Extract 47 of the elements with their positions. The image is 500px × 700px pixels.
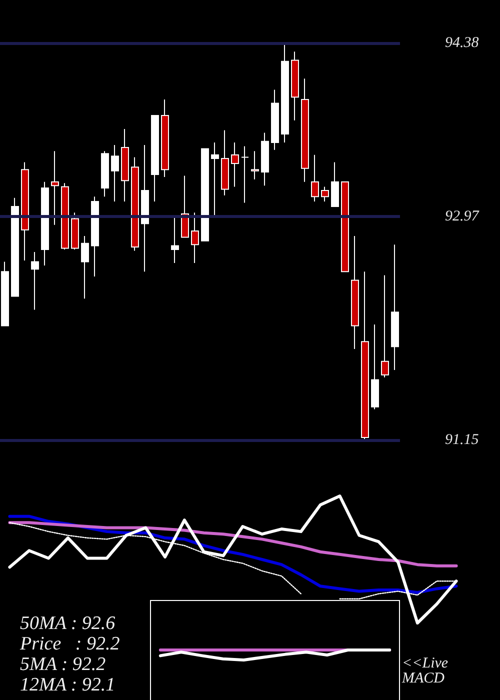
candlestick	[251, 150, 259, 180]
candlestick	[161, 99, 169, 178]
candlestick	[141, 144, 149, 272]
candlestick	[201, 148, 209, 242]
candlestick	[91, 196, 99, 278]
candlestick	[71, 212, 79, 250]
candlestick	[231, 142, 239, 188]
candlestick	[111, 144, 119, 202]
candlestick	[11, 197, 19, 297]
y-tick-label: 92.97	[445, 208, 480, 224]
candlestick	[31, 251, 39, 310]
candlestick	[281, 42, 289, 144]
candlestick	[221, 130, 229, 196]
candlestick	[321, 186, 329, 202]
candlestick	[61, 182, 69, 250]
candlestick	[341, 181, 349, 272]
text: 5MA : 92.2	[20, 654, 106, 675]
y-tick-label: 91.15	[445, 432, 480, 448]
candlestick	[371, 324, 379, 410]
candlestick	[391, 244, 399, 370]
candlestick	[131, 156, 139, 252]
text: Price : 92.2	[19, 634, 120, 654]
candlestick	[191, 212, 199, 264]
candlestick	[21, 162, 29, 262]
annotation: 50MA : 92.6	[20, 613, 116, 634]
candlestick	[41, 181, 49, 266]
candlestick	[151, 115, 159, 202]
y-tick-label: 94.38	[445, 35, 480, 51]
candlestick	[81, 235, 89, 300]
candlestick	[301, 78, 309, 182]
text: 12MA : 92.1	[20, 674, 116, 696]
candlestick	[311, 154, 319, 202]
text: <<Live MACD	[401, 656, 448, 686]
candlestick	[1, 261, 9, 326]
candlestick	[171, 216, 179, 264]
candlestick	[121, 128, 129, 202]
candlestick	[331, 162, 339, 207]
candlestick	[241, 146, 249, 204]
candlestick	[351, 235, 359, 350]
candlestick	[211, 142, 219, 217]
candlestick	[291, 51, 299, 121]
candlestick	[361, 271, 369, 440]
candlestick	[101, 150, 109, 198]
candlestick	[261, 132, 269, 186]
candlestick	[271, 89, 279, 150]
candlestick	[51, 150, 59, 226]
candlestick	[381, 274, 389, 378]
